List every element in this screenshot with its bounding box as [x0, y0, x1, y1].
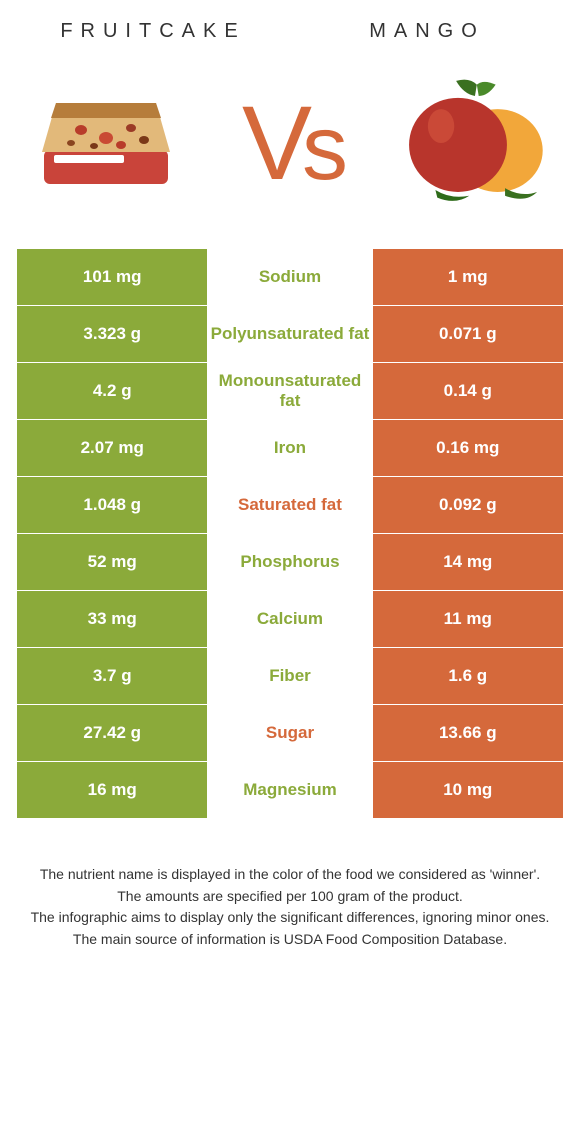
table-row: 3.7 gFiber1.6 g	[17, 648, 564, 705]
table-row: 16 mgMagnesium10 mg	[17, 762, 564, 819]
right-value-cell: 0.14 g	[372, 363, 563, 420]
footer-line: The nutrient name is displayed in the co…	[24, 864, 556, 886]
hero-row: Vs	[26, 83, 554, 203]
left-value-cell: 3.7 g	[17, 648, 208, 705]
left-value-cell: 1.048 g	[17, 477, 208, 534]
table-row: 101 mgSodium1 mg	[17, 249, 564, 306]
left-value-cell: 101 mg	[17, 249, 208, 306]
table-row: 52 mgPhosphorus14 mg	[17, 534, 564, 591]
footer-line: The amounts are specified per 100 gram o…	[24, 886, 556, 908]
nutrient-name-cell: Iron	[208, 420, 372, 477]
comparison-tbody: 101 mgSodium1 mg3.323 gPolyunsaturated f…	[17, 249, 564, 819]
nutrient-name-cell: Sugar	[208, 705, 372, 762]
left-food-title: Fruitcake	[16, 20, 290, 43]
left-value-cell: 52 mg	[17, 534, 208, 591]
footer-line: The main source of information is USDA F…	[24, 929, 556, 951]
footer-line: The infographic aims to display only the…	[24, 907, 556, 929]
left-value-cell: 3.323 g	[17, 306, 208, 363]
left-food-image	[26, 83, 186, 203]
table-row: 27.42 gSugar13.66 g	[17, 705, 564, 762]
table-row: 1.048 gSaturated fat0.092 g	[17, 477, 564, 534]
table-row: 2.07 mgIron0.16 mg	[17, 420, 564, 477]
table-row: 4.2 gMonounsaturated fat0.14 g	[17, 363, 564, 420]
comparison-table: 101 mgSodium1 mg3.323 gPolyunsaturated f…	[16, 248, 564, 819]
nutrient-name-cell: Saturated fat	[208, 477, 372, 534]
vs-label: Vs	[242, 91, 338, 196]
nutrient-name-cell: Calcium	[208, 591, 372, 648]
nutrient-name-cell: Sodium	[208, 249, 372, 306]
nutrient-name-cell: Monounsaturated fat	[208, 363, 372, 420]
table-row: 3.323 gPolyunsaturated fat0.071 g	[17, 306, 564, 363]
title-row: Fruitcake Mango	[16, 20, 564, 43]
right-food-title: Mango	[290, 20, 564, 43]
footer-notes: The nutrient name is displayed in the co…	[16, 864, 564, 951]
right-value-cell: 1.6 g	[372, 648, 563, 705]
left-value-cell: 33 mg	[17, 591, 208, 648]
right-value-cell: 0.092 g	[372, 477, 563, 534]
right-value-cell: 0.16 mg	[372, 420, 563, 477]
nutrient-name-cell: Fiber	[208, 648, 372, 705]
page: Fruitcake Mango Vs	[0, 0, 580, 961]
nutrient-name-cell: Polyunsaturated fat	[208, 306, 372, 363]
right-value-cell: 14 mg	[372, 534, 563, 591]
right-value-cell: 13.66 g	[372, 705, 563, 762]
table-row: 33 mgCalcium11 mg	[17, 591, 564, 648]
left-value-cell: 27.42 g	[17, 705, 208, 762]
nutrient-name-cell: Phosphorus	[208, 534, 372, 591]
right-value-cell: 10 mg	[372, 762, 563, 819]
left-value-cell: 16 mg	[17, 762, 208, 819]
right-food-image	[394, 83, 554, 203]
left-value-cell: 4.2 g	[17, 363, 208, 420]
right-value-cell: 11 mg	[372, 591, 563, 648]
right-value-cell: 0.071 g	[372, 306, 563, 363]
nutrient-name-cell: Magnesium	[208, 762, 372, 819]
right-value-cell: 1 mg	[372, 249, 563, 306]
left-value-cell: 2.07 mg	[17, 420, 208, 477]
